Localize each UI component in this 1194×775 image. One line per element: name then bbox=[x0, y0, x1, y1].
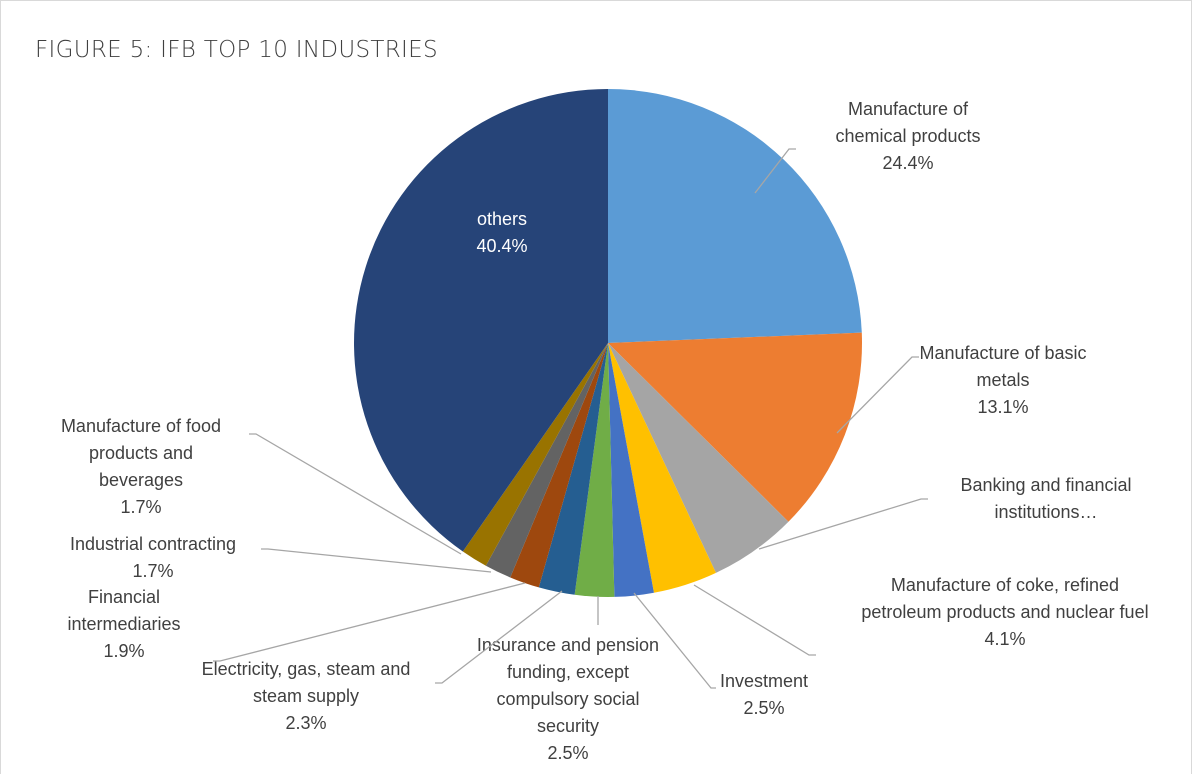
chart-title: FIGURE 5: IFB TOP 10 INDUSTRIES bbox=[35, 37, 438, 63]
leader-line-0 bbox=[754, 148, 796, 194]
slice-label-line: others bbox=[477, 209, 527, 229]
slice-label-line: 1.7% bbox=[132, 561, 173, 581]
pie-slice-8 bbox=[485, 343, 608, 578]
slice-label-line: institutions… bbox=[994, 502, 1097, 522]
slice-label-line: 4.1% bbox=[984, 629, 1025, 649]
slice-label-line: metals bbox=[976, 370, 1029, 390]
pie-slice-2 bbox=[608, 343, 789, 573]
slice-label-line: 40.4% bbox=[476, 236, 527, 256]
leader-line-3 bbox=[693, 584, 816, 656]
slice-label-10: others 40.4% bbox=[476, 209, 527, 256]
leader-line-9 bbox=[249, 433, 462, 555]
pie-slice-0 bbox=[608, 89, 862, 343]
slice-label-line: beverages bbox=[99, 470, 183, 490]
slice-label-line: petroleum products and nuclear fuel bbox=[861, 602, 1148, 622]
slice-label-line: Manufacture of food bbox=[61, 416, 221, 436]
slice-label-9: Manufacture of food products and beverages… bbox=[61, 416, 221, 517]
slice-label-line: 2.5% bbox=[547, 743, 588, 763]
slice-label-line: security bbox=[537, 716, 599, 736]
pie-slice-9 bbox=[462, 343, 608, 566]
pie-slice-4 bbox=[608, 343, 654, 597]
slice-label-line: products and bbox=[89, 443, 193, 463]
slice-label-5: Insurance and pension funding, except comp… bbox=[477, 635, 659, 763]
pie-slice-6 bbox=[538, 343, 608, 595]
slice-label-7: Financial intermediaries 1.9% bbox=[67, 587, 180, 661]
slice-label-8: Industrial contracting 1.7% bbox=[70, 534, 236, 581]
slice-label-0: Manufacture of chemical products 24.4% bbox=[835, 99, 980, 173]
leader-line-2 bbox=[758, 498, 928, 550]
leader-line-7 bbox=[213, 582, 526, 662]
slice-label-line: chemical products bbox=[835, 126, 980, 146]
leader-line-4 bbox=[633, 592, 716, 689]
slice-label-line: Insurance and pension bbox=[477, 635, 659, 655]
pie-slice-5 bbox=[574, 343, 615, 597]
slice-label-line: Manufacture of basic bbox=[919, 343, 1086, 363]
slice-label-1: Manufacture of basic metals 13.1% bbox=[919, 343, 1086, 417]
leader-line-8 bbox=[261, 548, 492, 573]
slice-label-line: 13.1% bbox=[977, 397, 1028, 417]
pie-slice-10 bbox=[354, 89, 608, 552]
slice-label-3: Manufacture of coke, refined petroleum pr… bbox=[861, 575, 1148, 649]
slice-label-6: Electricity, gas, steam and steam supply 2… bbox=[202, 659, 411, 733]
slice-label-line: Investment bbox=[720, 671, 808, 691]
slice-label-line: 2.3% bbox=[285, 713, 326, 733]
leader-line-1 bbox=[836, 356, 919, 434]
slice-label-line: 24.4% bbox=[882, 153, 933, 173]
slice-label-2: Banking and financial institutions… bbox=[960, 475, 1131, 522]
pie-slice-7 bbox=[510, 343, 608, 588]
pie-slice-1 bbox=[608, 332, 863, 522]
slice-label-line: funding, except bbox=[507, 662, 629, 682]
slice-label-line: Industrial contracting bbox=[70, 534, 236, 554]
slice-label-line: compulsory social bbox=[496, 689, 639, 709]
slice-label-line: Manufacture of coke, refined bbox=[891, 575, 1119, 595]
slice-label-line: 1.9% bbox=[103, 641, 144, 661]
slice-label-line: 1.7% bbox=[120, 497, 161, 517]
slice-label-4: Investment 2.5% bbox=[720, 671, 808, 718]
slice-label-line: Manufacture of bbox=[848, 99, 969, 119]
leader-line-6 bbox=[435, 590, 563, 684]
slice-label-line: Financial bbox=[88, 587, 160, 607]
pie-slice-3 bbox=[608, 343, 716, 593]
slice-label-line: Electricity, gas, steam and bbox=[202, 659, 411, 679]
slice-label-line: intermediaries bbox=[67, 614, 180, 634]
slice-label-line: 2.5% bbox=[743, 698, 784, 718]
slice-label-line: steam supply bbox=[253, 686, 359, 706]
slice-label-line: Banking and financial bbox=[960, 475, 1131, 495]
